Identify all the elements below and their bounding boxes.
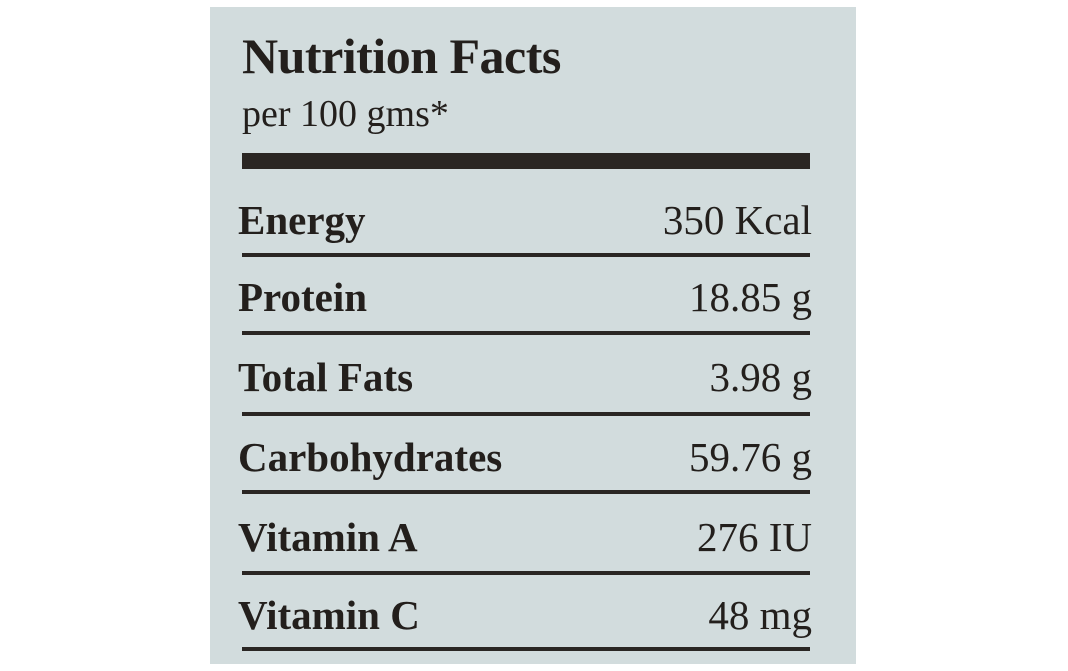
nutrient-name: Vitamin A — [238, 514, 418, 560]
row-divider — [242, 571, 810, 575]
nutrient-name: Total Fats — [238, 354, 414, 400]
nutrient-amount: 350 Kcal — [662, 197, 812, 243]
row-divider — [242, 253, 810, 257]
nutrient-name: Vitamin C — [238, 592, 420, 638]
nutrition-label: Nutrition Facts per 100 gms* Energy 350 … — [210, 7, 856, 664]
row-divider — [242, 490, 810, 494]
nutrition-facts-title: Nutrition Facts — [242, 28, 561, 84]
nutrient-row-protein: Protein 18.85 g — [238, 269, 812, 325]
nutrient-amount: 3.98 g — [709, 354, 813, 400]
nutrient-amount: 48 mg — [708, 592, 812, 638]
nutrient-amount: 276 IU — [696, 514, 812, 560]
header-divider — [242, 153, 810, 169]
nutrient-row-total-fats: Total Fats 3.98 g — [238, 349, 812, 405]
row-divider — [242, 331, 810, 335]
nutrient-amount: 59.76 g — [689, 434, 812, 480]
nutrient-row-vitamin-a: Vitamin A 276 IU — [238, 509, 812, 565]
nutrient-amount: 18.85 g — [689, 274, 812, 320]
nutrient-row-carbohydrates: Carbohydrates 59.76 g — [238, 429, 812, 485]
nutrient-name: Energy — [238, 197, 366, 243]
nutrient-row-energy: Energy 350 Kcal — [238, 192, 812, 248]
row-divider — [242, 412, 810, 416]
serving-size: per 100 gms* — [242, 93, 449, 135]
nutrient-row-vitamin-c: Vitamin C 48 mg — [238, 587, 812, 643]
row-divider — [242, 647, 810, 651]
nutrient-name: Carbohydrates — [238, 434, 503, 480]
nutrient-name: Protein — [238, 274, 368, 320]
